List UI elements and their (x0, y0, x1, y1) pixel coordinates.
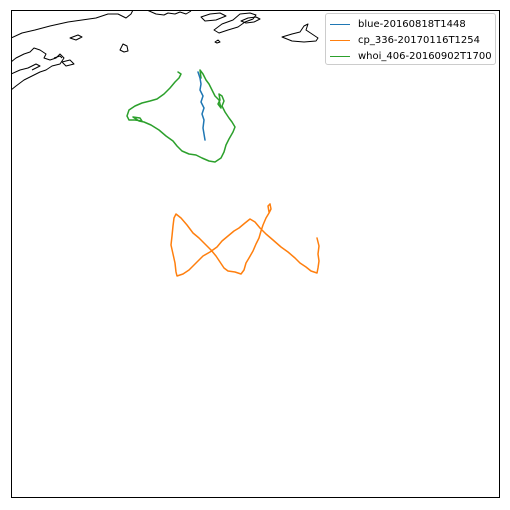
coastline-small-island-b (240, 16, 261, 24)
legend: blue-20160818T1448 cp_336-20170116T1254 … (325, 13, 496, 65)
coastline-island-cluster (146, 10, 192, 16)
legend-item: blue-20160818T1448 (330, 16, 491, 32)
legend-swatch-green (330, 55, 350, 57)
coastline-islet-c (214, 39, 221, 44)
coastline-islet-e (53, 55, 63, 59)
legend-item: whoi_406-20160902T1700 (330, 48, 492, 64)
map-frame (11, 10, 500, 498)
legend-label: blue-20160818T1448 (358, 18, 466, 30)
track-cp-336-hook (267, 203, 271, 213)
legend-label: whoi_406-20160902T1700 (358, 50, 492, 62)
coastline-islet-b (119, 43, 129, 53)
coastline-small-island-a (200, 12, 227, 22)
track-cp-336 (170, 203, 320, 277)
coastline-islet-d (61, 59, 75, 67)
coastline-nantucket (281, 23, 319, 43)
coastline-islet-a (69, 34, 83, 41)
track-whoi-406 (126, 69, 236, 163)
legend-swatch-blue (330, 23, 350, 25)
coastline-long-island (11, 47, 65, 91)
coastline-long-island-south (11, 63, 41, 75)
track-blue (197, 71, 206, 141)
legend-swatch-orange (330, 39, 350, 41)
coastline-north (11, 10, 134, 39)
legend-item: cp_336-20170116T1254 (330, 32, 491, 48)
legend-label: cp_336-20170116T1254 (358, 34, 480, 46)
